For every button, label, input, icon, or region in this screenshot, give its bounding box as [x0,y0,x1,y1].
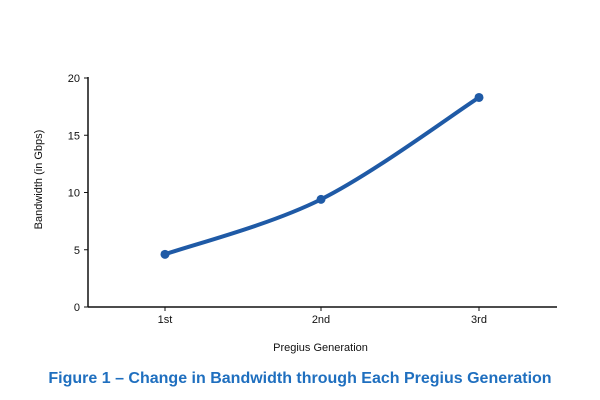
y-tick-label: 20 [68,73,80,85]
x-tick-label: 1st [158,314,173,326]
x-axis-title: Pregius Generation [273,342,368,354]
y-axis-title: Bandwidth (in Gbps) [33,130,45,230]
series-points [160,92,484,259]
x-tick-label: 2nd [312,314,330,326]
figure-caption: Figure 1 – Change in Bandwidth through E… [48,370,552,387]
data-point [160,249,170,259]
y-tick-label: 5 [74,245,80,257]
y-tick-label: 15 [68,130,80,142]
x-axis-ticks: 1st 2nd 3rd [158,307,487,326]
y-axis-ticks: 0 5 10 15 20 [68,73,88,314]
data-point [474,92,484,102]
series-line-bandwidth [163,95,481,257]
x-tick-label: 3rd [471,314,487,326]
data-point [316,194,326,204]
y-tick-label: 0 [74,302,80,314]
bandwidth-line-chart: 0 5 10 15 20 1st 2nd 3rd Pregius Generation Ba… [33,73,557,354]
y-tick-label: 10 [68,188,80,200]
